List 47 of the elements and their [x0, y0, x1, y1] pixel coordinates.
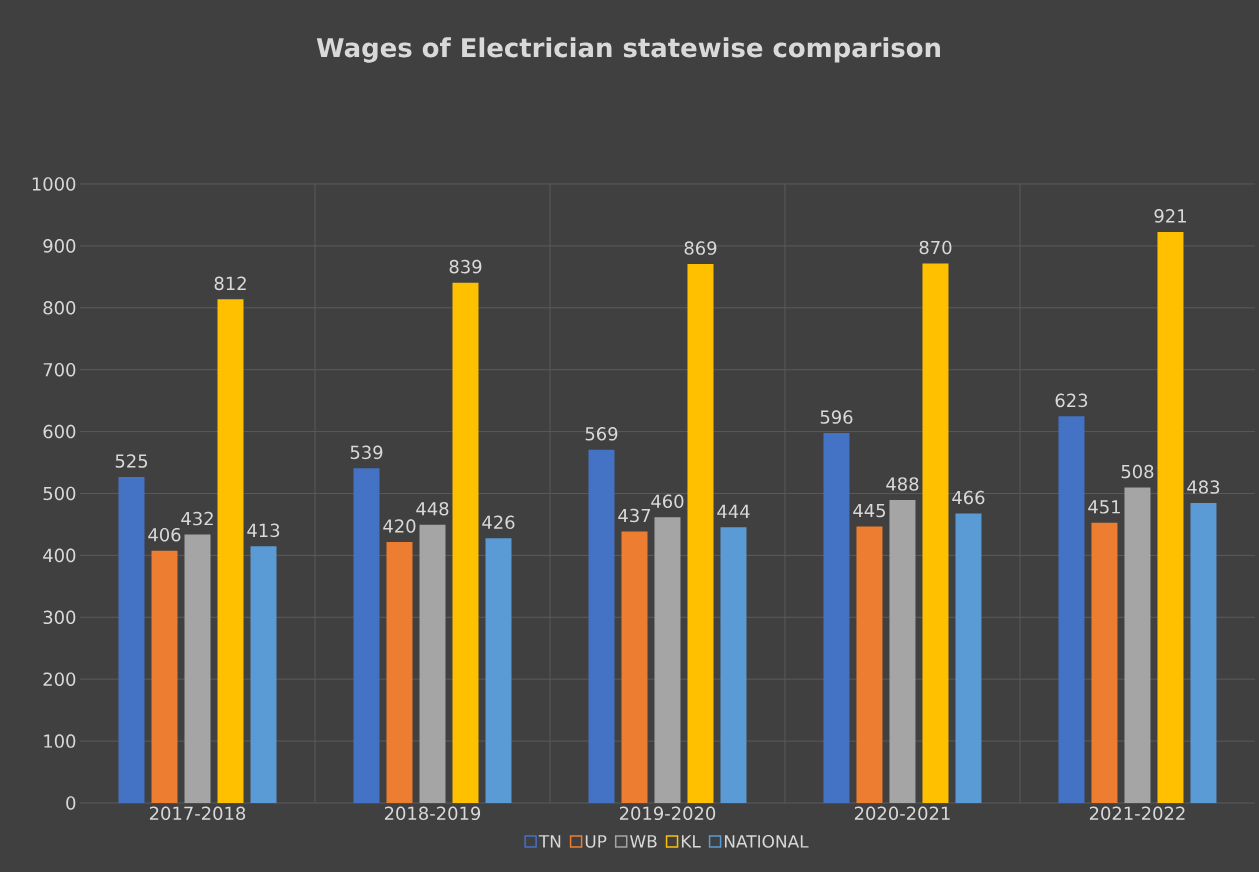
data-label: 426: [482, 515, 515, 530]
y-tick-label: 600: [43, 424, 76, 439]
data-label: 623: [1055, 393, 1088, 408]
x-tick-label: 2019-2020: [619, 806, 716, 821]
data-label: 488: [886, 477, 919, 491]
x-tick-label: 2017-2018: [149, 806, 246, 821]
x-tick-label: 2018-2019: [384, 806, 481, 821]
y-tick-label: 500: [43, 486, 76, 501]
data-label: 466: [952, 490, 985, 505]
data-label: 437: [618, 508, 651, 523]
data-label: 525: [115, 454, 148, 468]
data-label: 413: [247, 523, 280, 538]
chart-title: Wages of Electrician statewise comparison: [316, 37, 940, 63]
data-label: 569: [585, 427, 618, 441]
data-label: 445: [853, 504, 886, 518]
data-label: 596: [820, 410, 853, 424]
data-label: 460: [651, 494, 684, 509]
data-label: 921: [1154, 209, 1186, 223]
legend-label: KL: [681, 835, 701, 848]
data-label: 432: [181, 511, 213, 526]
data-label: 508: [1121, 464, 1154, 479]
legend-label: NATIONAL: [724, 835, 809, 848]
y-tick-label: 0: [66, 796, 76, 810]
data-label: 812: [214, 276, 246, 291]
y-tick-label: 1000: [32, 177, 76, 191]
y-tick-label: 800: [43, 301, 76, 315]
legend-label: UP: [585, 835, 607, 848]
data-label: 420: [383, 519, 416, 533]
y-tick-label: 200: [43, 672, 76, 686]
y-tick-label: 100: [44, 734, 76, 748]
data-label: 870: [919, 240, 952, 255]
data-label: 451: [1088, 500, 1120, 514]
legend-label: TN: [538, 835, 561, 848]
y-tick-label: 400: [43, 548, 76, 563]
data-label: 839: [449, 259, 482, 274]
data-label: 444: [717, 504, 750, 518]
x-tick-label: 2021-2022: [1089, 806, 1185, 821]
data-label: 539: [350, 445, 383, 460]
x-tick-label: 2020-2021: [854, 806, 950, 821]
legend-label: WB: [630, 835, 657, 848]
data-label: 406: [148, 527, 181, 542]
y-tick-label: 700: [43, 362, 76, 377]
data-label: 483: [1187, 480, 1220, 494]
y-tick-label: 300: [43, 610, 76, 625]
data-label: 869: [684, 241, 717, 255]
y-tick-label: 900: [43, 239, 76, 253]
data-label: 448: [416, 501, 449, 516]
